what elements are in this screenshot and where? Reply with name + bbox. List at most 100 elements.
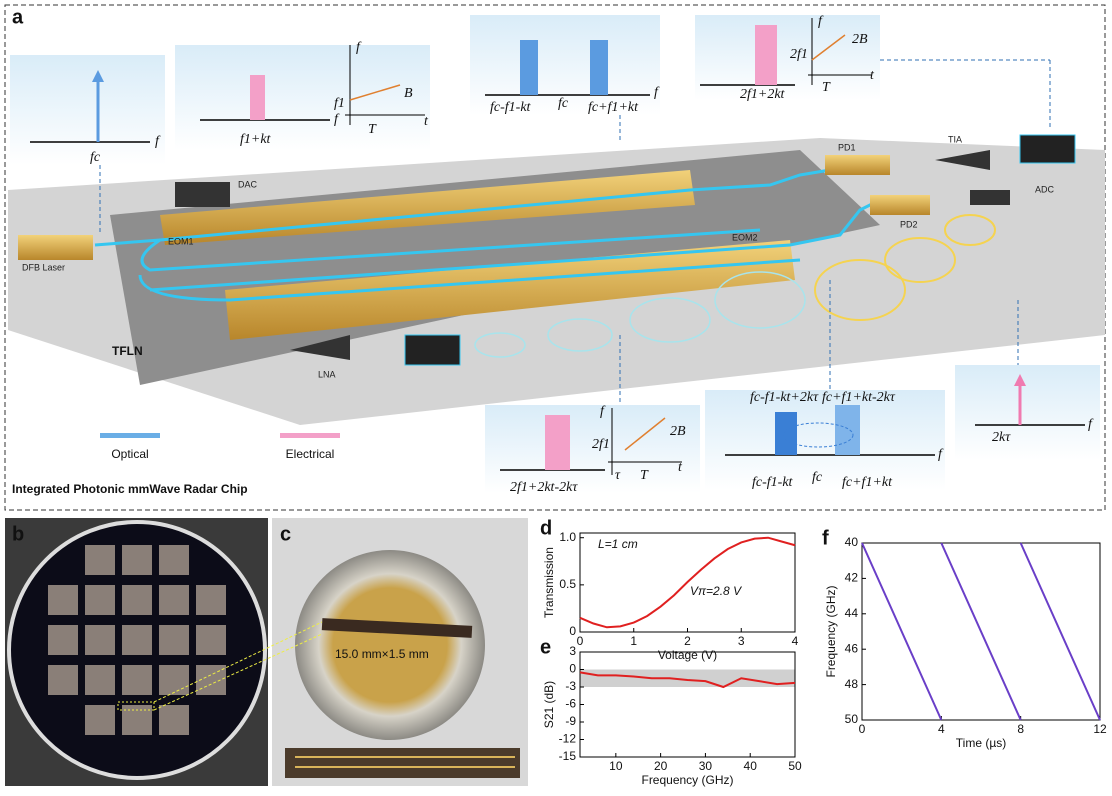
x-tick-label: 30 (699, 759, 713, 773)
y-tick-label: 40 (845, 535, 859, 549)
x-tick-label: 4 (792, 634, 799, 648)
y-tick-label: 0 (569, 624, 576, 638)
x-tick-label: 20 (654, 759, 668, 773)
dac-chip (175, 182, 230, 207)
chip-grid (48, 545, 226, 735)
lna-amp (290, 335, 350, 360)
y-tick-label: 42 (845, 571, 859, 585)
freq-label: 2f1+2kt (740, 87, 786, 102)
component-label: EOM1 (168, 236, 194, 246)
antenna-chip (1019, 134, 1076, 164)
x-tick-label: 2 (684, 634, 691, 648)
period-label: T (368, 122, 377, 137)
adc-chip (970, 190, 1010, 205)
axis-label: f (818, 14, 824, 29)
legend-swatch (280, 433, 340, 438)
data-line (579, 536, 796, 629)
y-tick-label: 0.5 (559, 577, 576, 591)
data-line (861, 542, 1101, 721)
panel-label: e (540, 636, 551, 658)
legend-swatch (100, 433, 160, 438)
x-tick-label: 10 (609, 759, 623, 773)
axis-label: t (424, 114, 429, 129)
component-label: EOM2 (732, 232, 758, 242)
y-tick-label: -12 (559, 732, 577, 746)
y-tick-label: 46 (845, 641, 859, 655)
y-tick-label: 44 (845, 606, 859, 620)
x-tick-label: 8 (1017, 722, 1024, 736)
start-label: f1 (334, 96, 345, 111)
component-label: TFLN (112, 344, 143, 358)
echo (814, 214, 996, 321)
axis-label: f (334, 112, 340, 127)
y-tick-label: 50 (845, 712, 859, 726)
freq-label: fc-f1-kt (490, 100, 532, 115)
inset: fc-f1-kt fc fc+f1+kt f (470, 15, 660, 115)
freq-label: fc (90, 150, 101, 165)
waveguide (94, 168, 881, 302)
panel-label: f (822, 527, 829, 549)
dimension-label: 15.0 mm×1.5 mm (335, 647, 429, 661)
electrode (225, 240, 795, 340)
start-label: 2f1 (790, 47, 808, 62)
freq-label: 2kτ (992, 430, 1011, 445)
axis-label: t (678, 460, 683, 475)
x-tick-label: 4 (938, 722, 945, 736)
y-tick-label: 0 (569, 662, 576, 676)
component-label: DFB Laser (22, 262, 65, 272)
y-tick-label: -3 (565, 679, 576, 693)
panel-label: c (280, 523, 291, 545)
x-tick-label: 0 (859, 722, 866, 736)
y-tick-label: -6 (565, 697, 576, 711)
y-tick-label: -9 (565, 714, 576, 728)
inset: 2f1+2kt-2kτ f t 2f1 2B τ T (485, 404, 700, 495)
x-axis-label: Time (µs) (956, 736, 1006, 750)
period-label: T (640, 468, 649, 483)
x-tick-label: 40 (744, 759, 758, 773)
component-label: PD2 (900, 219, 918, 229)
axis-label: f (938, 447, 944, 462)
x-tick-label: 12 (1093, 722, 1107, 736)
beam (474, 271, 806, 358)
annotation: Vπ=2.8 V (690, 584, 742, 598)
antenna-chip (404, 334, 461, 366)
tia-amp (935, 150, 990, 170)
x-tick-label: 50 (788, 759, 802, 773)
delay-label: τ (615, 468, 621, 483)
legend-label: Electrical (286, 447, 335, 461)
freq-label: fc (558, 96, 569, 111)
inset: 2kτ f (955, 365, 1100, 460)
y-axis-label: Transmission (542, 547, 556, 618)
dfb-laser (18, 235, 93, 260)
data-line (579, 671, 796, 689)
sweep-label: 2B (670, 424, 686, 439)
component-label: TIA (948, 134, 962, 144)
freq-label: fc-f1-kt+2kτ (750, 390, 819, 405)
freq-label: fc-f1-kt (752, 475, 794, 490)
panel-a: a DFB Laser DAC EOM1 EOM2 TFLN LNA PD1 T… (4, 4, 1106, 511)
connector (99, 59, 1051, 405)
period-label: T (822, 80, 831, 95)
component-label: PD1 (838, 142, 856, 152)
shaded-band (580, 669, 795, 687)
x-axis-label: Frequency (GHz) (641, 773, 733, 787)
axis-label: f (1088, 417, 1094, 432)
panel-title: Integrated Photonic mmWave Radar Chip (12, 482, 248, 496)
pd1 (825, 155, 890, 175)
inset: fc-f1-kt+2kτ fc+f1+kt-2kτ fc-f1-kt fc fc… (705, 390, 945, 490)
panel-b: b (5, 518, 268, 786)
axis-label: t (870, 68, 875, 83)
x-tick-label: 3 (738, 634, 745, 648)
pd2 (870, 195, 930, 215)
annotation: L=1 cm (598, 537, 638, 551)
plot-frame (861, 542, 1101, 721)
start-label: 2f1 (592, 437, 610, 452)
y-tick-label: 3 (569, 644, 576, 658)
x-tick-label: 0 (577, 634, 584, 648)
freq-label: fc+f1+kt (842, 475, 893, 490)
y-tick-label: 1.0 (559, 530, 576, 544)
legend-label: Optical (111, 447, 148, 461)
component-label: ADC (1035, 184, 1055, 194)
sweep-label: 2B (852, 32, 868, 47)
